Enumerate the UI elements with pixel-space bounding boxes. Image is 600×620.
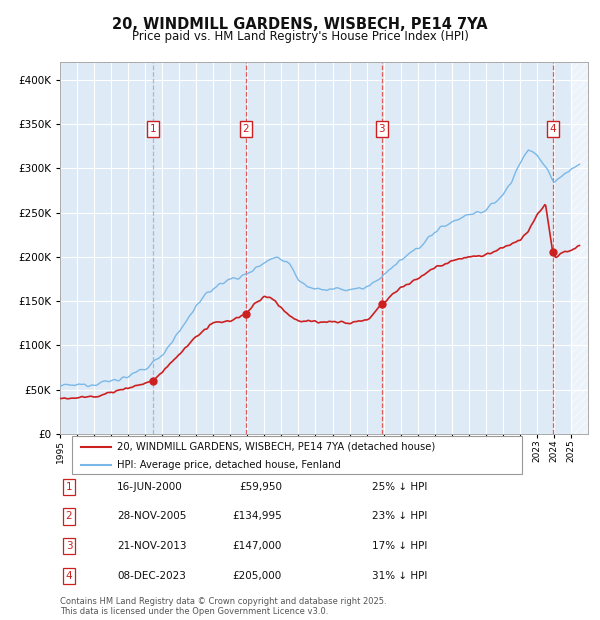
Text: 4: 4	[550, 124, 556, 134]
Text: This data is licensed under the Open Government Licence v3.0.: This data is licensed under the Open Gov…	[60, 607, 328, 616]
Text: £205,000: £205,000	[233, 571, 282, 581]
Text: Price paid vs. HM Land Registry's House Price Index (HPI): Price paid vs. HM Land Registry's House …	[131, 30, 469, 43]
Text: 20, WINDMILL GARDENS, WISBECH, PE14 7YA (detached house): 20, WINDMILL GARDENS, WISBECH, PE14 7YA …	[117, 441, 435, 451]
Text: £134,995: £134,995	[232, 512, 282, 521]
Text: 23% ↓ HPI: 23% ↓ HPI	[372, 512, 427, 521]
Text: 2: 2	[65, 512, 73, 521]
Text: 31% ↓ HPI: 31% ↓ HPI	[372, 571, 427, 581]
Text: HPI: Average price, detached house, Fenland: HPI: Average price, detached house, Fenl…	[117, 459, 341, 470]
Text: 16-JUN-2000: 16-JUN-2000	[117, 482, 183, 492]
Bar	[571, 62, 596, 434]
Text: 28-NOV-2005: 28-NOV-2005	[117, 512, 187, 521]
Text: 21-NOV-2013: 21-NOV-2013	[117, 541, 187, 551]
Text: 1: 1	[65, 482, 73, 492]
Text: 08-DEC-2023: 08-DEC-2023	[117, 571, 186, 581]
Text: £147,000: £147,000	[233, 541, 282, 551]
Text: £59,950: £59,950	[239, 482, 282, 492]
Text: 20, WINDMILL GARDENS, WISBECH, PE14 7YA: 20, WINDMILL GARDENS, WISBECH, PE14 7YA	[112, 17, 488, 32]
Text: 3: 3	[379, 124, 385, 134]
Text: 3: 3	[65, 541, 73, 551]
Text: 1: 1	[149, 124, 157, 134]
Text: Contains HM Land Registry data © Crown copyright and database right 2025.: Contains HM Land Registry data © Crown c…	[60, 597, 386, 606]
Text: 25% ↓ HPI: 25% ↓ HPI	[372, 482, 427, 492]
Text: 2: 2	[242, 124, 249, 134]
Text: 17% ↓ HPI: 17% ↓ HPI	[372, 541, 427, 551]
Text: 4: 4	[65, 571, 73, 581]
